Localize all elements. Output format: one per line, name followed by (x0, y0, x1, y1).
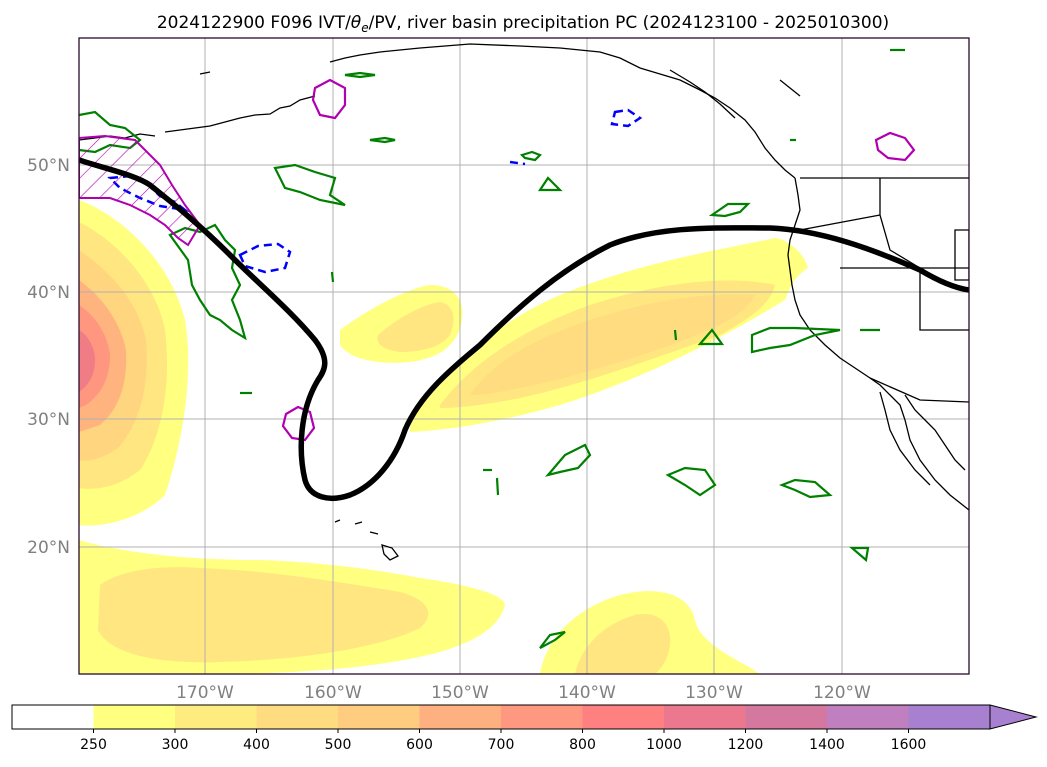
colorbar-extend-arrow (989, 704, 1038, 730)
lon-label: 160°W (304, 683, 362, 703)
colorbar-tick-label: 1600 (891, 737, 927, 753)
colorbar: 250 300 400 500 600 700 800 1000 1200 1400 1600 (11, 704, 1038, 753)
colorbar-cell (12, 705, 94, 729)
colorbar-tick-label: 1400 (809, 737, 845, 753)
colorbar-cell (582, 705, 665, 729)
map-frame (78, 37, 970, 675)
coastlines (79, 43, 969, 561)
colorbar-cell (93, 705, 176, 729)
theta-e-contour (79, 157, 969, 501)
ivt-ar-band-400 (470, 294, 755, 395)
colorbar-tick-label: 600 (406, 737, 433, 753)
lat-label: 20°N (27, 538, 70, 558)
ivt-se-blob-300 (575, 614, 671, 674)
ivt-west-lobe-1000 (79, 330, 95, 392)
colorbar-tick-label: 700 (488, 737, 515, 753)
pv-contours (79, 48, 905, 649)
colorbar-tick-label: 300 (162, 737, 189, 753)
colorbar-cell (256, 705, 339, 729)
colorbar-tick-label: 400 (243, 737, 270, 753)
colorbar-cells (11, 704, 1038, 730)
precip-contours (79, 78, 916, 442)
colorbar-cell (175, 705, 257, 729)
colorbar-cell (664, 705, 746, 729)
ivt-central-blob-300 (377, 302, 454, 352)
colorbar-cell (501, 705, 583, 729)
lat-label: 50°N (27, 156, 70, 176)
ivt-south-band-300 (98, 567, 429, 663)
figure-title: 2024122900 F096 IVT/θe/PV, river basin p… (157, 13, 889, 35)
colorbar-tick-label: 250 (80, 737, 107, 753)
lon-labels: 170°W 160°W 150°W 140°W 130°W 120°W (176, 683, 871, 703)
colorbar-tick-label: 800 (569, 737, 596, 753)
colorbar-cell (827, 705, 909, 729)
lat-label: 30°N (27, 410, 70, 430)
lon-label: 170°W (176, 683, 234, 703)
colorbar-cell (419, 705, 502, 729)
colorbar-cell (908, 705, 991, 729)
ivt-filled-contours (79, 200, 808, 674)
lat-label: 40°N (27, 283, 70, 303)
colorbar-tick-label: 1200 (728, 737, 764, 753)
colorbar-cell (745, 705, 828, 729)
lon-label: 140°W (558, 683, 616, 703)
precip-hatched-region (79, 134, 202, 247)
map-panel: 50°N 40°N 30°N 20°N 170°W 160°W 150°W 14… (27, 37, 970, 703)
lon-label: 120°W (813, 683, 871, 703)
lon-label: 150°W (431, 683, 489, 703)
lon-label: 130°W (685, 683, 743, 703)
colorbar-ticks: 250 300 400 500 600 700 800 1000 1200 1400 1600 (80, 729, 926, 753)
colorbar-cell (338, 705, 420, 729)
colorbar-tick-label: 500 (325, 737, 352, 753)
colorbar-tick-label: 1000 (646, 737, 682, 753)
lat-labels: 50°N 40°N 30°N 20°N (27, 156, 70, 558)
